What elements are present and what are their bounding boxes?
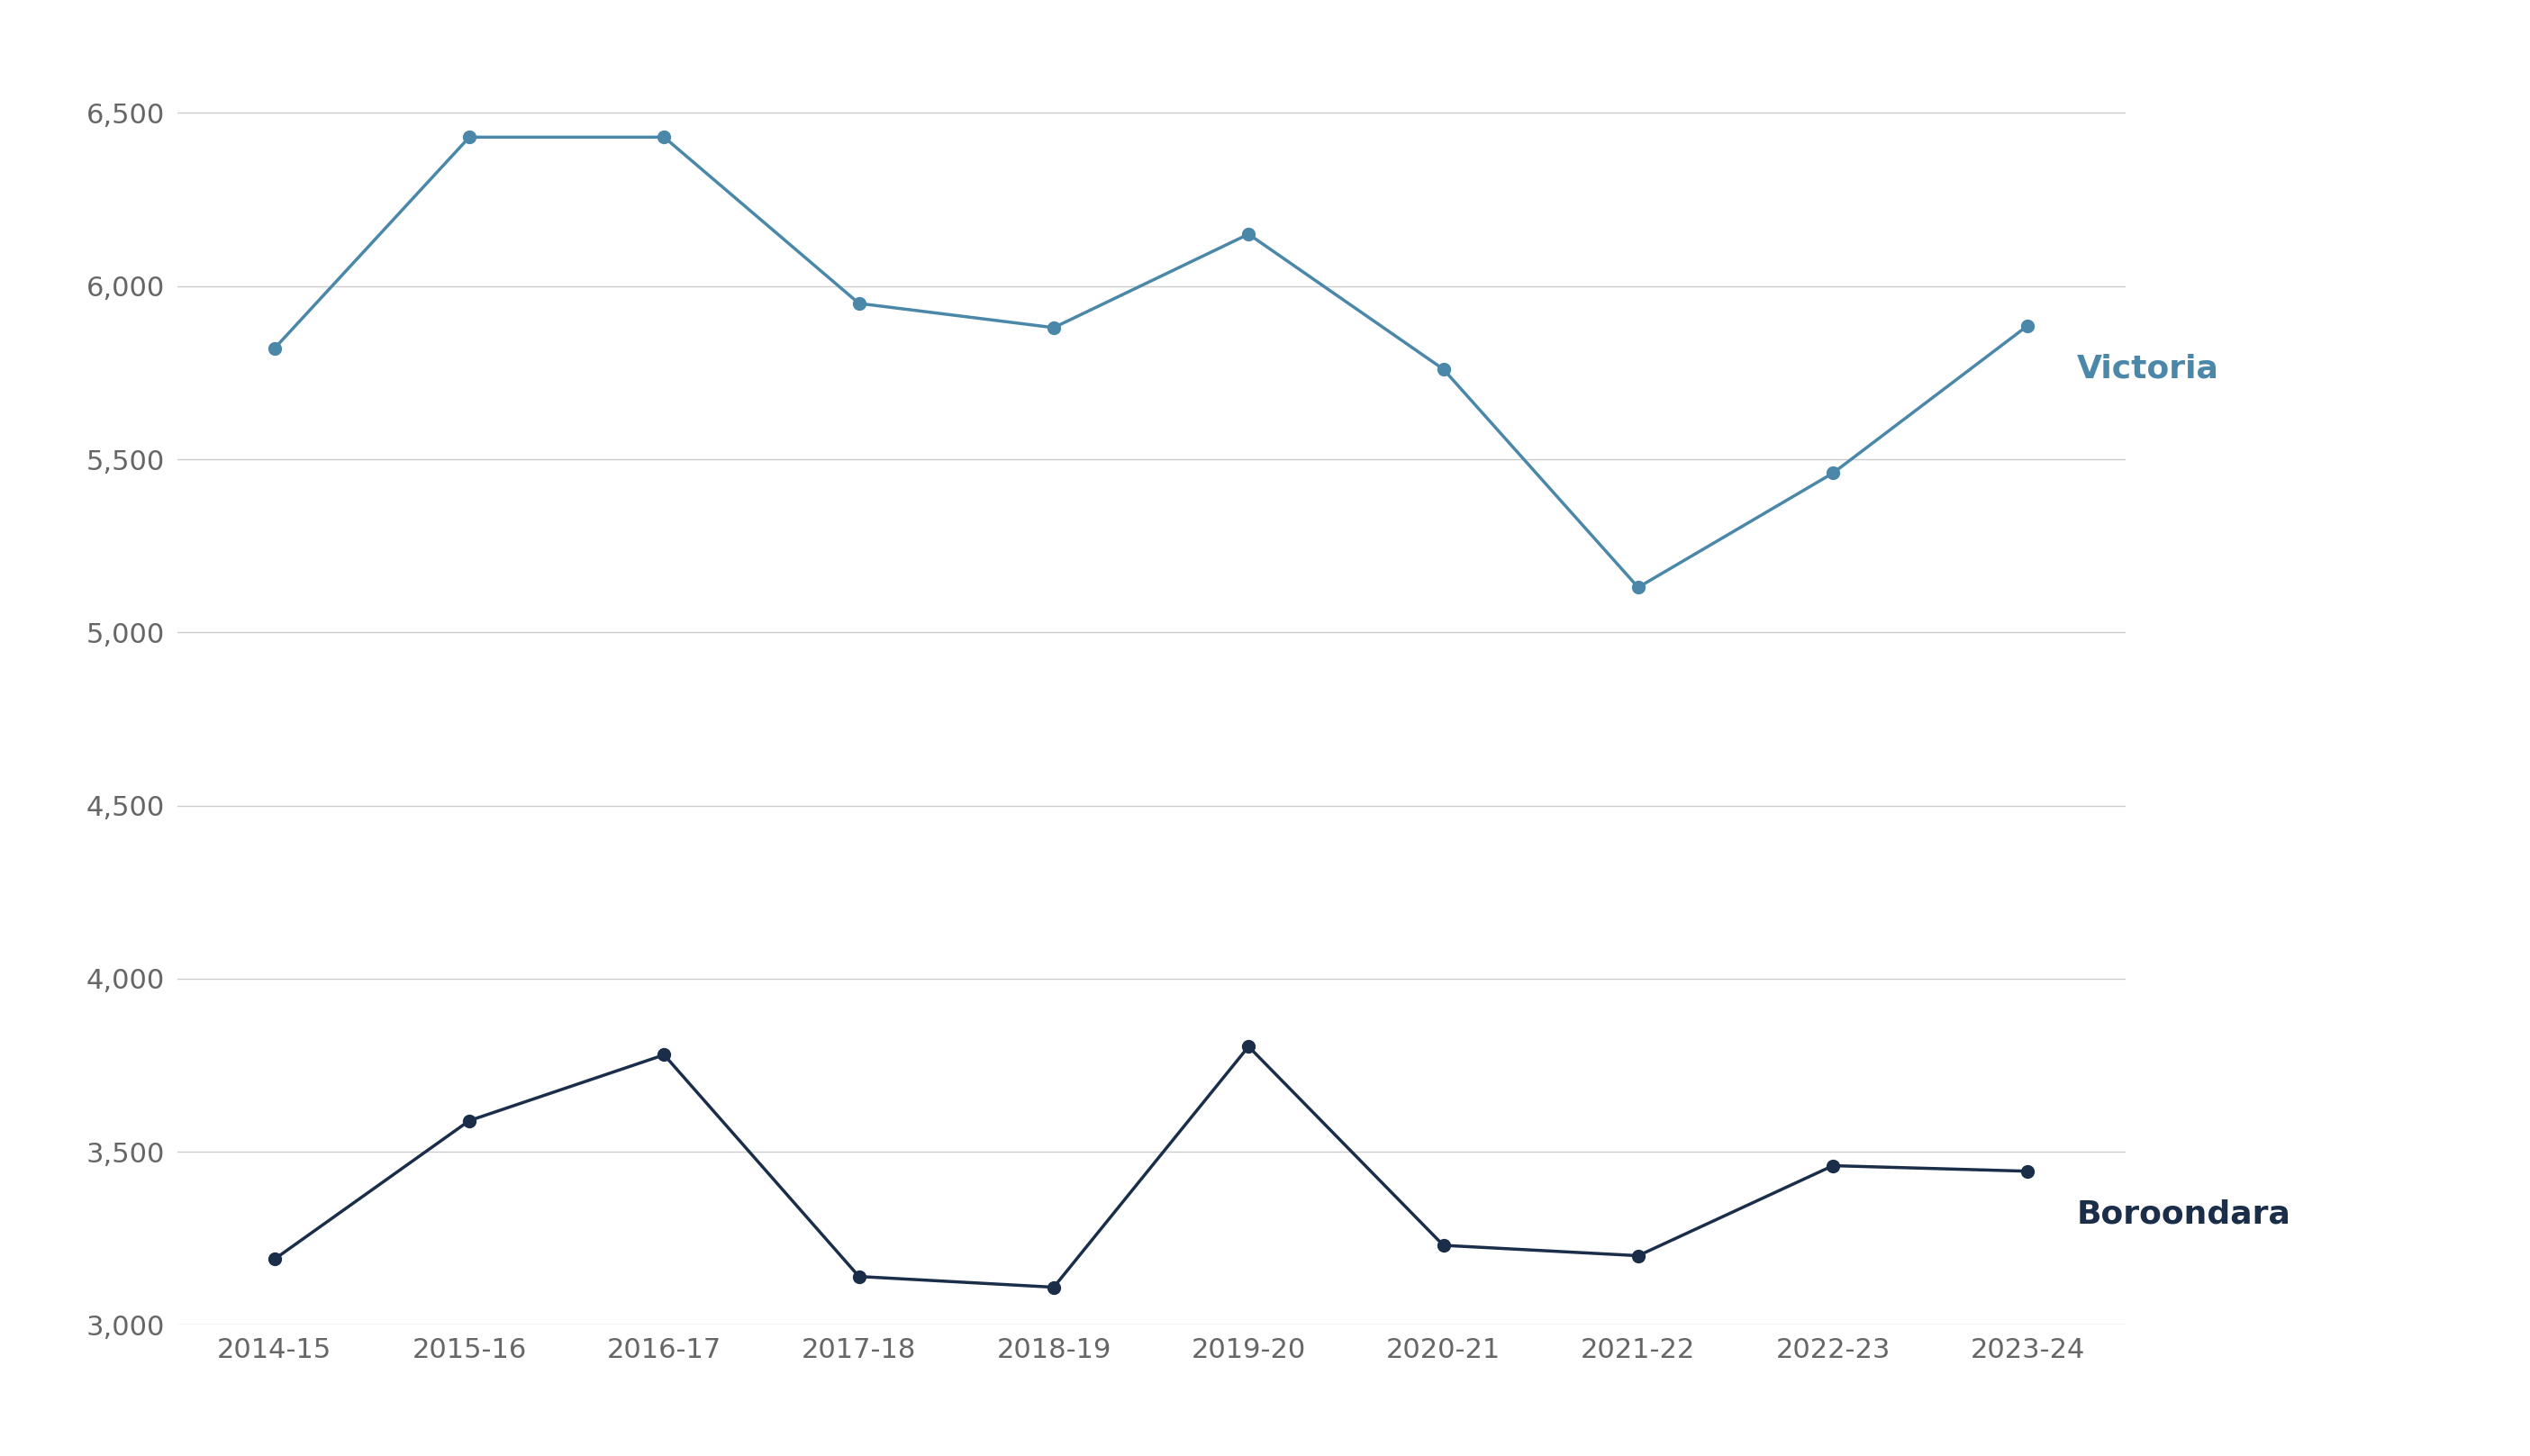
Text: Victoria: Victoria [2077, 354, 2219, 384]
Text: Boroondara: Boroondara [2077, 1198, 2290, 1229]
